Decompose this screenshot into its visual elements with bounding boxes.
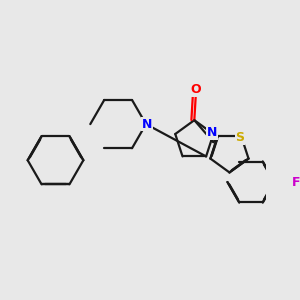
Text: N: N bbox=[207, 126, 217, 139]
Text: F: F bbox=[292, 176, 300, 188]
Text: O: O bbox=[190, 83, 201, 97]
Text: S: S bbox=[235, 131, 244, 144]
Text: N: N bbox=[142, 118, 152, 130]
